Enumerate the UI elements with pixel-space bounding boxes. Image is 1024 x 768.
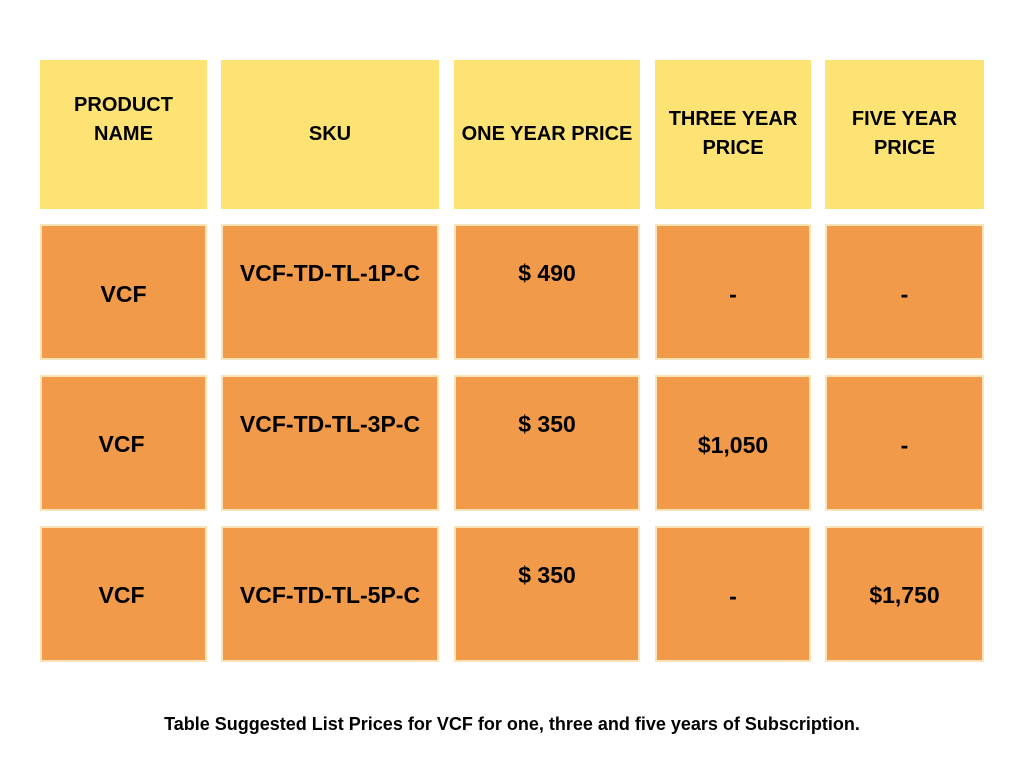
table-cell: -	[825, 375, 984, 511]
header-three-year-price: THREE YEAR PRICE	[655, 60, 811, 209]
cell-sku: VCF-TD-TL-5P-C	[239, 581, 421, 608]
cell-sku: VCF-TD-TL-1P-C	[239, 260, 421, 286]
table-cell: $ 350	[454, 526, 640, 662]
cell-one-year-price: $ 350	[518, 562, 576, 588]
cell-product-name: VCF	[98, 430, 145, 457]
table-cell: $1,750	[825, 526, 984, 662]
table-cell: VCF	[40, 224, 207, 360]
table-cell: -	[825, 224, 984, 360]
table-cell: $ 350	[454, 375, 640, 511]
table-cell: VCF-TD-TL-1P-C	[221, 224, 439, 360]
cell-one-year-price: $ 350	[518, 411, 576, 437]
header-sku: SKU	[221, 60, 439, 209]
cell-product-name: VCF	[100, 280, 147, 307]
header-five-year-price: FIVE YEAR PRICE	[825, 60, 984, 209]
cell-five-year-price: -	[900, 280, 909, 307]
table-cell: VCF-TD-TL-3P-C	[221, 375, 439, 511]
cell-three-year-price: -	[729, 582, 737, 609]
cell-three-year-price: -	[729, 280, 737, 307]
table-cell: -	[655, 224, 811, 360]
cell-product-name: VCF	[98, 581, 145, 608]
header-five-year-price-label: FIVE YEAR PRICE	[851, 107, 958, 159]
table-cell: VCF	[40, 375, 207, 511]
header-product-name-label: PRODUCT NAME	[74, 93, 173, 145]
cell-sku: VCF-TD-TL-3P-C	[239, 411, 421, 437]
header-sku-label: SKU	[308, 123, 352, 145]
header-three-year-price-label: THREE YEAR PRICE	[668, 107, 798, 159]
table-cell: -	[655, 526, 811, 662]
table-caption: Table Suggested List Prices for VCF for …	[164, 714, 860, 734]
cell-one-year-price: $ 490	[518, 260, 576, 286]
cell-five-year-price: $1,750	[869, 581, 940, 608]
table-cell: $ 490	[454, 224, 640, 360]
header-one-year-price: ONE YEAR PRICE	[454, 60, 640, 209]
table-cell: VCF	[40, 526, 207, 662]
header-product-name: PRODUCT NAME	[40, 60, 207, 209]
cell-five-year-price: -	[900, 431, 909, 458]
table-cell: $1,050	[655, 375, 811, 511]
header-one-year-price-label: ONE YEAR PRICE	[461, 123, 633, 145]
cell-three-year-price: $1,050	[697, 431, 769, 458]
table-cell: VCF-TD-TL-5P-C	[221, 526, 439, 662]
